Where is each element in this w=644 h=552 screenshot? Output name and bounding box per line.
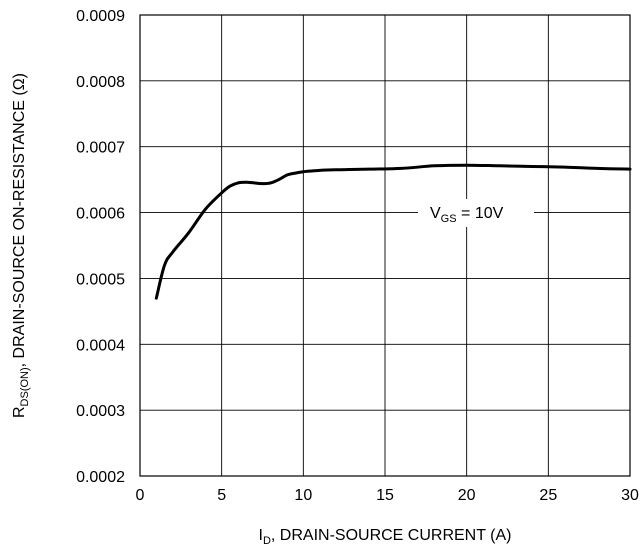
y-axis-label: RDS(ON), DRAIN-SOURCE ON-RESISTANCE (Ω) xyxy=(11,73,31,418)
x-tick-label: 20 xyxy=(458,487,476,504)
x-tick-label: 25 xyxy=(539,487,557,504)
y-tick-labels: 0.0002 0.0003 0.0004 0.0005 0.0006 0.0007 0.00… xyxy=(76,8,125,486)
x-tick-labels: 0 5 10 15 20 25 30 xyxy=(136,487,639,504)
annotation-vgs: VGS = 10V xyxy=(430,205,504,225)
y-tick-label: 0.0002 xyxy=(76,469,125,486)
x-tick-label: 15 xyxy=(376,487,394,504)
x-tick-label: 30 xyxy=(621,487,639,504)
y-tick-label: 0.0007 xyxy=(76,140,125,157)
y-tick-label: 0.0009 xyxy=(76,8,125,25)
y-tick-label: 0.0005 xyxy=(76,271,125,288)
x-axis-label: ID, DRAIN-SOURCE CURRENT (A) xyxy=(258,527,511,547)
y-tick-label: 0.0006 xyxy=(76,206,125,223)
x-tick-label: 0 xyxy=(136,487,145,504)
y-tick-label: 0.0003 xyxy=(76,403,125,420)
y-tick-label: 0.0004 xyxy=(76,337,125,354)
y-tick-label: 0.0008 xyxy=(76,74,125,91)
plot-frame xyxy=(139,14,631,477)
x-tick-label: 10 xyxy=(294,487,312,504)
grid xyxy=(140,15,630,476)
x-tick-label: 5 xyxy=(217,487,226,504)
series-line-vgs-10v xyxy=(154,163,632,300)
annotation-background xyxy=(418,199,534,227)
